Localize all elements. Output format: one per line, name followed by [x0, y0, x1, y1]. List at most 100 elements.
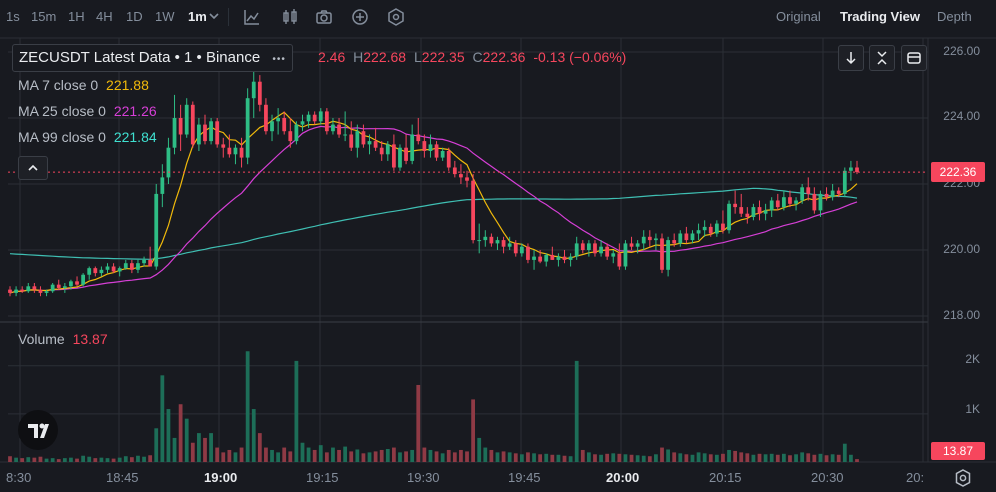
volume-bar	[20, 458, 25, 462]
volume-bar	[434, 451, 439, 462]
candle-body	[849, 167, 853, 171]
interval-1w[interactable]: 1W	[155, 9, 175, 24]
candle-body	[32, 286, 37, 290]
tradingview-icon	[28, 423, 49, 438]
volume-bar	[769, 453, 774, 462]
view-original[interactable]: Original	[776, 9, 821, 24]
interval-15m[interactable]: 15m	[31, 9, 57, 24]
view-depth[interactable]: Depth	[937, 9, 972, 24]
volume-bar	[26, 457, 31, 462]
interval-1d[interactable]: 1D	[126, 9, 143, 24]
interval-1m-dropdown[interactable]: 1m	[188, 9, 207, 24]
volume-bar	[361, 453, 366, 462]
ma25-legend[interactable]: MA 25 close 0 221.26	[18, 103, 157, 119]
line-chart-icon[interactable]	[242, 7, 262, 27]
tradingview-logo[interactable]	[18, 410, 58, 450]
settings-gear-icon[interactable]	[953, 468, 973, 488]
symbol-legend[interactable]: ZECUSDT Latest Data • 1 • Binance •••	[12, 44, 293, 72]
settings-hex-icon[interactable]	[386, 7, 406, 27]
chevron-down-icon[interactable]	[208, 10, 220, 22]
add-indicator-icon[interactable]	[350, 7, 370, 27]
candle-body	[318, 111, 323, 122]
candle-body	[641, 236, 646, 244]
interval-1h[interactable]: 1H	[68, 9, 85, 24]
candle-body	[532, 256, 536, 260]
volume-bar	[684, 454, 689, 462]
candle-body	[392, 144, 396, 168]
more-icon[interactable]: •••	[272, 54, 286, 65]
volume-bar	[556, 454, 561, 462]
ma7-legend[interactable]: MA 7 close 0 221.88	[18, 77, 149, 93]
volume-bar	[166, 409, 171, 462]
current-price-tag: 222.36	[931, 162, 985, 182]
volume-bar	[666, 449, 670, 462]
candle-body	[117, 268, 122, 272]
candle-body	[678, 233, 683, 244]
candle-body	[452, 167, 457, 175]
volume-bar	[794, 454, 798, 462]
collapse-arrows-button[interactable]	[869, 45, 895, 71]
ma99-legend[interactable]: MA 99 close 0 221.84	[18, 129, 157, 145]
volume-bar	[660, 447, 664, 462]
volume-bar	[696, 452, 701, 462]
candle-body	[635, 243, 640, 247]
interval-1s[interactable]: 1s	[6, 9, 20, 24]
volume-bar	[690, 454, 695, 462]
view-trading-view[interactable]: Trading View	[840, 9, 920, 24]
volume-bar	[617, 453, 622, 462]
volume-bar	[751, 454, 756, 462]
candle-body	[550, 254, 555, 260]
volume-bar	[422, 447, 427, 462]
candle-body	[842, 170, 847, 194]
volume-bar	[842, 443, 847, 462]
candle-body	[148, 259, 153, 267]
high-value: 222.68	[363, 49, 407, 65]
volume-bar	[129, 457, 134, 462]
price-axis-label: 226.00	[943, 44, 980, 58]
volume-bar	[641, 455, 646, 462]
candle-body	[379, 147, 384, 155]
candle-body	[623, 243, 628, 267]
candle-body	[459, 174, 463, 178]
ma25-value: 221.26	[113, 103, 157, 119]
volume-bar	[611, 453, 616, 462]
candle-body	[526, 246, 530, 260]
candle-body	[385, 144, 390, 155]
scroll-down-button[interactable]	[838, 45, 864, 71]
candle-body	[794, 200, 798, 204]
volume-bar	[586, 452, 591, 462]
candle-body	[87, 268, 92, 275]
volume-bar	[392, 447, 396, 462]
volume-bar	[300, 442, 305, 462]
volume-bar	[836, 454, 841, 462]
close-label: C	[472, 49, 483, 65]
volume-bar	[239, 447, 244, 462]
volume-bar	[416, 384, 421, 462]
collapse-legend-button[interactable]	[18, 156, 48, 180]
candle-body	[855, 167, 859, 173]
fullscreen-button[interactable]	[901, 45, 927, 71]
camera-icon[interactable]	[314, 7, 334, 27]
candle-body	[160, 177, 165, 194]
low-label: L	[413, 49, 422, 65]
volume-bar	[379, 449, 384, 462]
candle-body	[373, 141, 378, 148]
candle-body	[81, 274, 86, 285]
volume-axis-label: 1K	[965, 402, 980, 416]
candle-body	[471, 180, 475, 241]
candlestick-icon[interactable]	[280, 7, 300, 27]
volume-bar	[318, 445, 323, 462]
volume-bar	[38, 456, 43, 462]
volume-bar	[136, 455, 140, 462]
candle-body	[501, 240, 506, 247]
volume-value: 13.87	[72, 331, 108, 347]
volume-bar	[245, 351, 250, 462]
interval-4h[interactable]: 4H	[96, 9, 113, 24]
volume-bar	[605, 453, 610, 462]
volume-bar	[294, 360, 299, 462]
ma7-label: MA 7 close 0	[18, 77, 99, 93]
volume-bar	[56, 459, 61, 462]
candle-body	[172, 118, 177, 148]
volume-legend[interactable]: Volume 13.87	[18, 331, 108, 347]
